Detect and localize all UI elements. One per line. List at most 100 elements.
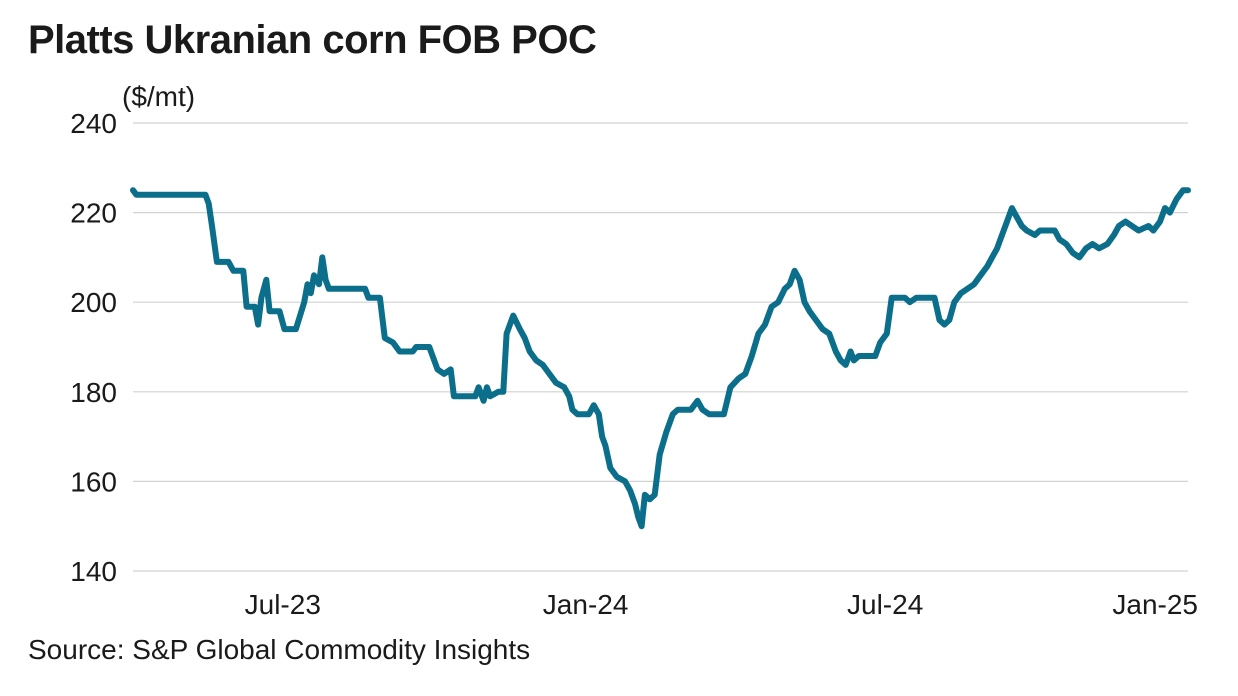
data-point	[764, 324, 766, 326]
data-point	[318, 283, 320, 285]
data-point	[295, 328, 297, 330]
data-point	[1034, 234, 1036, 236]
data-point	[751, 355, 753, 357]
data-point	[858, 355, 860, 357]
data-point	[227, 261, 230, 263]
data-point	[283, 328, 285, 330]
data-point	[1147, 225, 1150, 227]
data-point	[708, 413, 710, 415]
data-point	[242, 270, 244, 272]
data-point	[1131, 225, 1133, 227]
y-tick-label: 220	[70, 198, 117, 229]
data-point	[799, 279, 801, 281]
data-point	[973, 283, 975, 285]
data-point	[815, 319, 817, 321]
data-point	[1106, 243, 1108, 245]
data-point	[512, 315, 514, 317]
series-line-0	[130, 187, 1191, 530]
data-point	[938, 319, 941, 321]
data-point	[886, 333, 888, 335]
data-point	[874, 355, 876, 357]
data-point	[654, 494, 656, 496]
data-point	[598, 413, 600, 415]
data-point	[379, 297, 381, 299]
data-point	[506, 333, 508, 335]
data-point	[616, 476, 618, 478]
data-point	[850, 350, 852, 353]
x-tick-label: Jan-25	[1112, 589, 1198, 620]
data-point	[1124, 221, 1127, 223]
data-point	[246, 306, 248, 308]
data-point	[1118, 225, 1120, 227]
data-point	[649, 498, 651, 500]
x-tick-label: Jan-24	[543, 589, 629, 620]
data-point	[1182, 189, 1184, 191]
data-point	[794, 270, 796, 272]
data-point	[629, 489, 631, 491]
data-point	[576, 413, 579, 415]
data-point	[659, 453, 661, 456]
data-point	[254, 306, 256, 308]
data-point	[634, 503, 636, 505]
data-point	[313, 274, 315, 276]
data-point	[701, 409, 704, 411]
data-point	[757, 333, 760, 335]
y-tick-label: 240	[70, 108, 117, 139]
data-point	[265, 279, 267, 281]
data-point	[489, 395, 491, 397]
data-point	[840, 359, 842, 361]
data-point	[412, 350, 414, 353]
data-point	[367, 297, 369, 299]
data-point	[502, 391, 504, 393]
data-point	[879, 341, 881, 344]
y-tick-label: 200	[70, 287, 117, 318]
data-point	[232, 270, 234, 272]
data-point	[604, 445, 607, 447]
y-tick-label: 180	[70, 377, 117, 408]
data-point	[1138, 229, 1140, 232]
data-point	[555, 382, 557, 384]
data-point	[328, 288, 330, 290]
data-point	[211, 225, 213, 227]
data-point	[1059, 238, 1061, 241]
data-point	[535, 359, 537, 361]
data-point	[563, 386, 565, 388]
data-point	[1159, 221, 1161, 223]
data-point	[948, 319, 950, 321]
y-tick-label: 160	[70, 466, 117, 497]
data-point	[384, 337, 386, 339]
data-point	[450, 368, 452, 370]
data-point	[1026, 229, 1028, 232]
data-point	[216, 261, 218, 263]
data-point	[738, 377, 740, 379]
data-point	[644, 494, 646, 496]
data-point	[744, 373, 746, 375]
data-point	[696, 400, 699, 402]
data-point	[1164, 207, 1166, 209]
data-point	[415, 346, 417, 348]
data-point	[204, 194, 206, 196]
source-note: Source: S&P Global Commodity Insights	[28, 634, 531, 665]
data-point	[960, 292, 962, 294]
data-point	[542, 364, 544, 366]
data-point	[1039, 229, 1041, 232]
data-point	[665, 431, 667, 433]
data-point	[690, 409, 692, 411]
data-point	[677, 409, 679, 411]
data-point	[891, 297, 893, 299]
data-point	[966, 288, 969, 290]
data-point	[641, 525, 643, 527]
data-point	[822, 328, 824, 330]
data-point	[915, 297, 918, 299]
data-point	[269, 310, 271, 312]
data-point	[321, 256, 323, 258]
x-tick-label: Jul-23	[245, 589, 321, 620]
data-point	[568, 395, 570, 397]
data-point	[443, 373, 445, 375]
data-point	[257, 324, 259, 326]
data-point	[325, 279, 327, 281]
data-point	[478, 386, 480, 388]
data-point	[135, 194, 137, 196]
data-point	[1078, 256, 1080, 258]
